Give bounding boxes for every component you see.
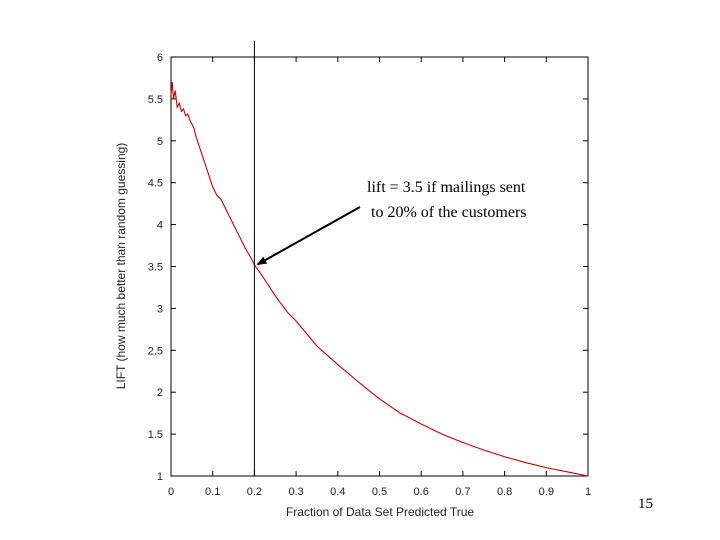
y-tick-label: 1 [157, 471, 163, 483]
annotation-line-2: to 20% of the customers [371, 204, 527, 221]
x-tick-label: 0.9 [539, 486, 554, 498]
x-tick-label: 0.8 [497, 486, 512, 498]
y-tick-label: 3 [157, 303, 163, 315]
y-tick-label: 1.5 [148, 429, 163, 441]
y-tick-label: 2 [157, 387, 163, 399]
x-tick-label: 0.6 [414, 486, 429, 498]
plot-border [170, 56, 589, 477]
y-tick-label: 4.5 [148, 178, 163, 190]
y-axis-ticks: 1 1.5 2 2.5 3 3.5 4 4.5 5 5.5 6 [148, 52, 588, 483]
y-axis-label: LIFT (how much better than random guessi… [114, 143, 128, 390]
x-axis-label: Fraction of Data Set Predicted True [286, 505, 474, 519]
annotation-line-1: lift = 3.5 if mailings sent [367, 179, 526, 196]
x-tick-label: 0.4 [330, 486, 345, 498]
y-tick-label: 5.5 [148, 94, 163, 106]
x-tick-label: 0.2 [247, 486, 262, 498]
y-tick-label: 2.5 [148, 345, 163, 357]
x-tick-label: 0.3 [288, 486, 303, 498]
lift-curve [170, 82, 589, 477]
y-tick-label: 4 [157, 220, 163, 232]
x-tick-label: 0 [168, 486, 174, 498]
y-tick-label: 5 [157, 136, 163, 148]
x-tick-label: 0.1 [205, 486, 220, 498]
y-tick-label: 6 [157, 52, 163, 64]
x-tick-label: 0.7 [455, 486, 470, 498]
x-axis-ticks: 0 0.1 0.2 0.3 0.4 0.5 0.6 0.7 0.8 0.9 1 [168, 57, 591, 498]
x-tick-label: 1 [585, 486, 591, 498]
slide-number: 15 [638, 496, 653, 512]
plot-frame [170, 56, 589, 477]
annotation-arrow [256, 206, 361, 266]
x-tick-label: 0.5 [372, 486, 387, 498]
y-tick-label: 3.5 [148, 262, 163, 274]
